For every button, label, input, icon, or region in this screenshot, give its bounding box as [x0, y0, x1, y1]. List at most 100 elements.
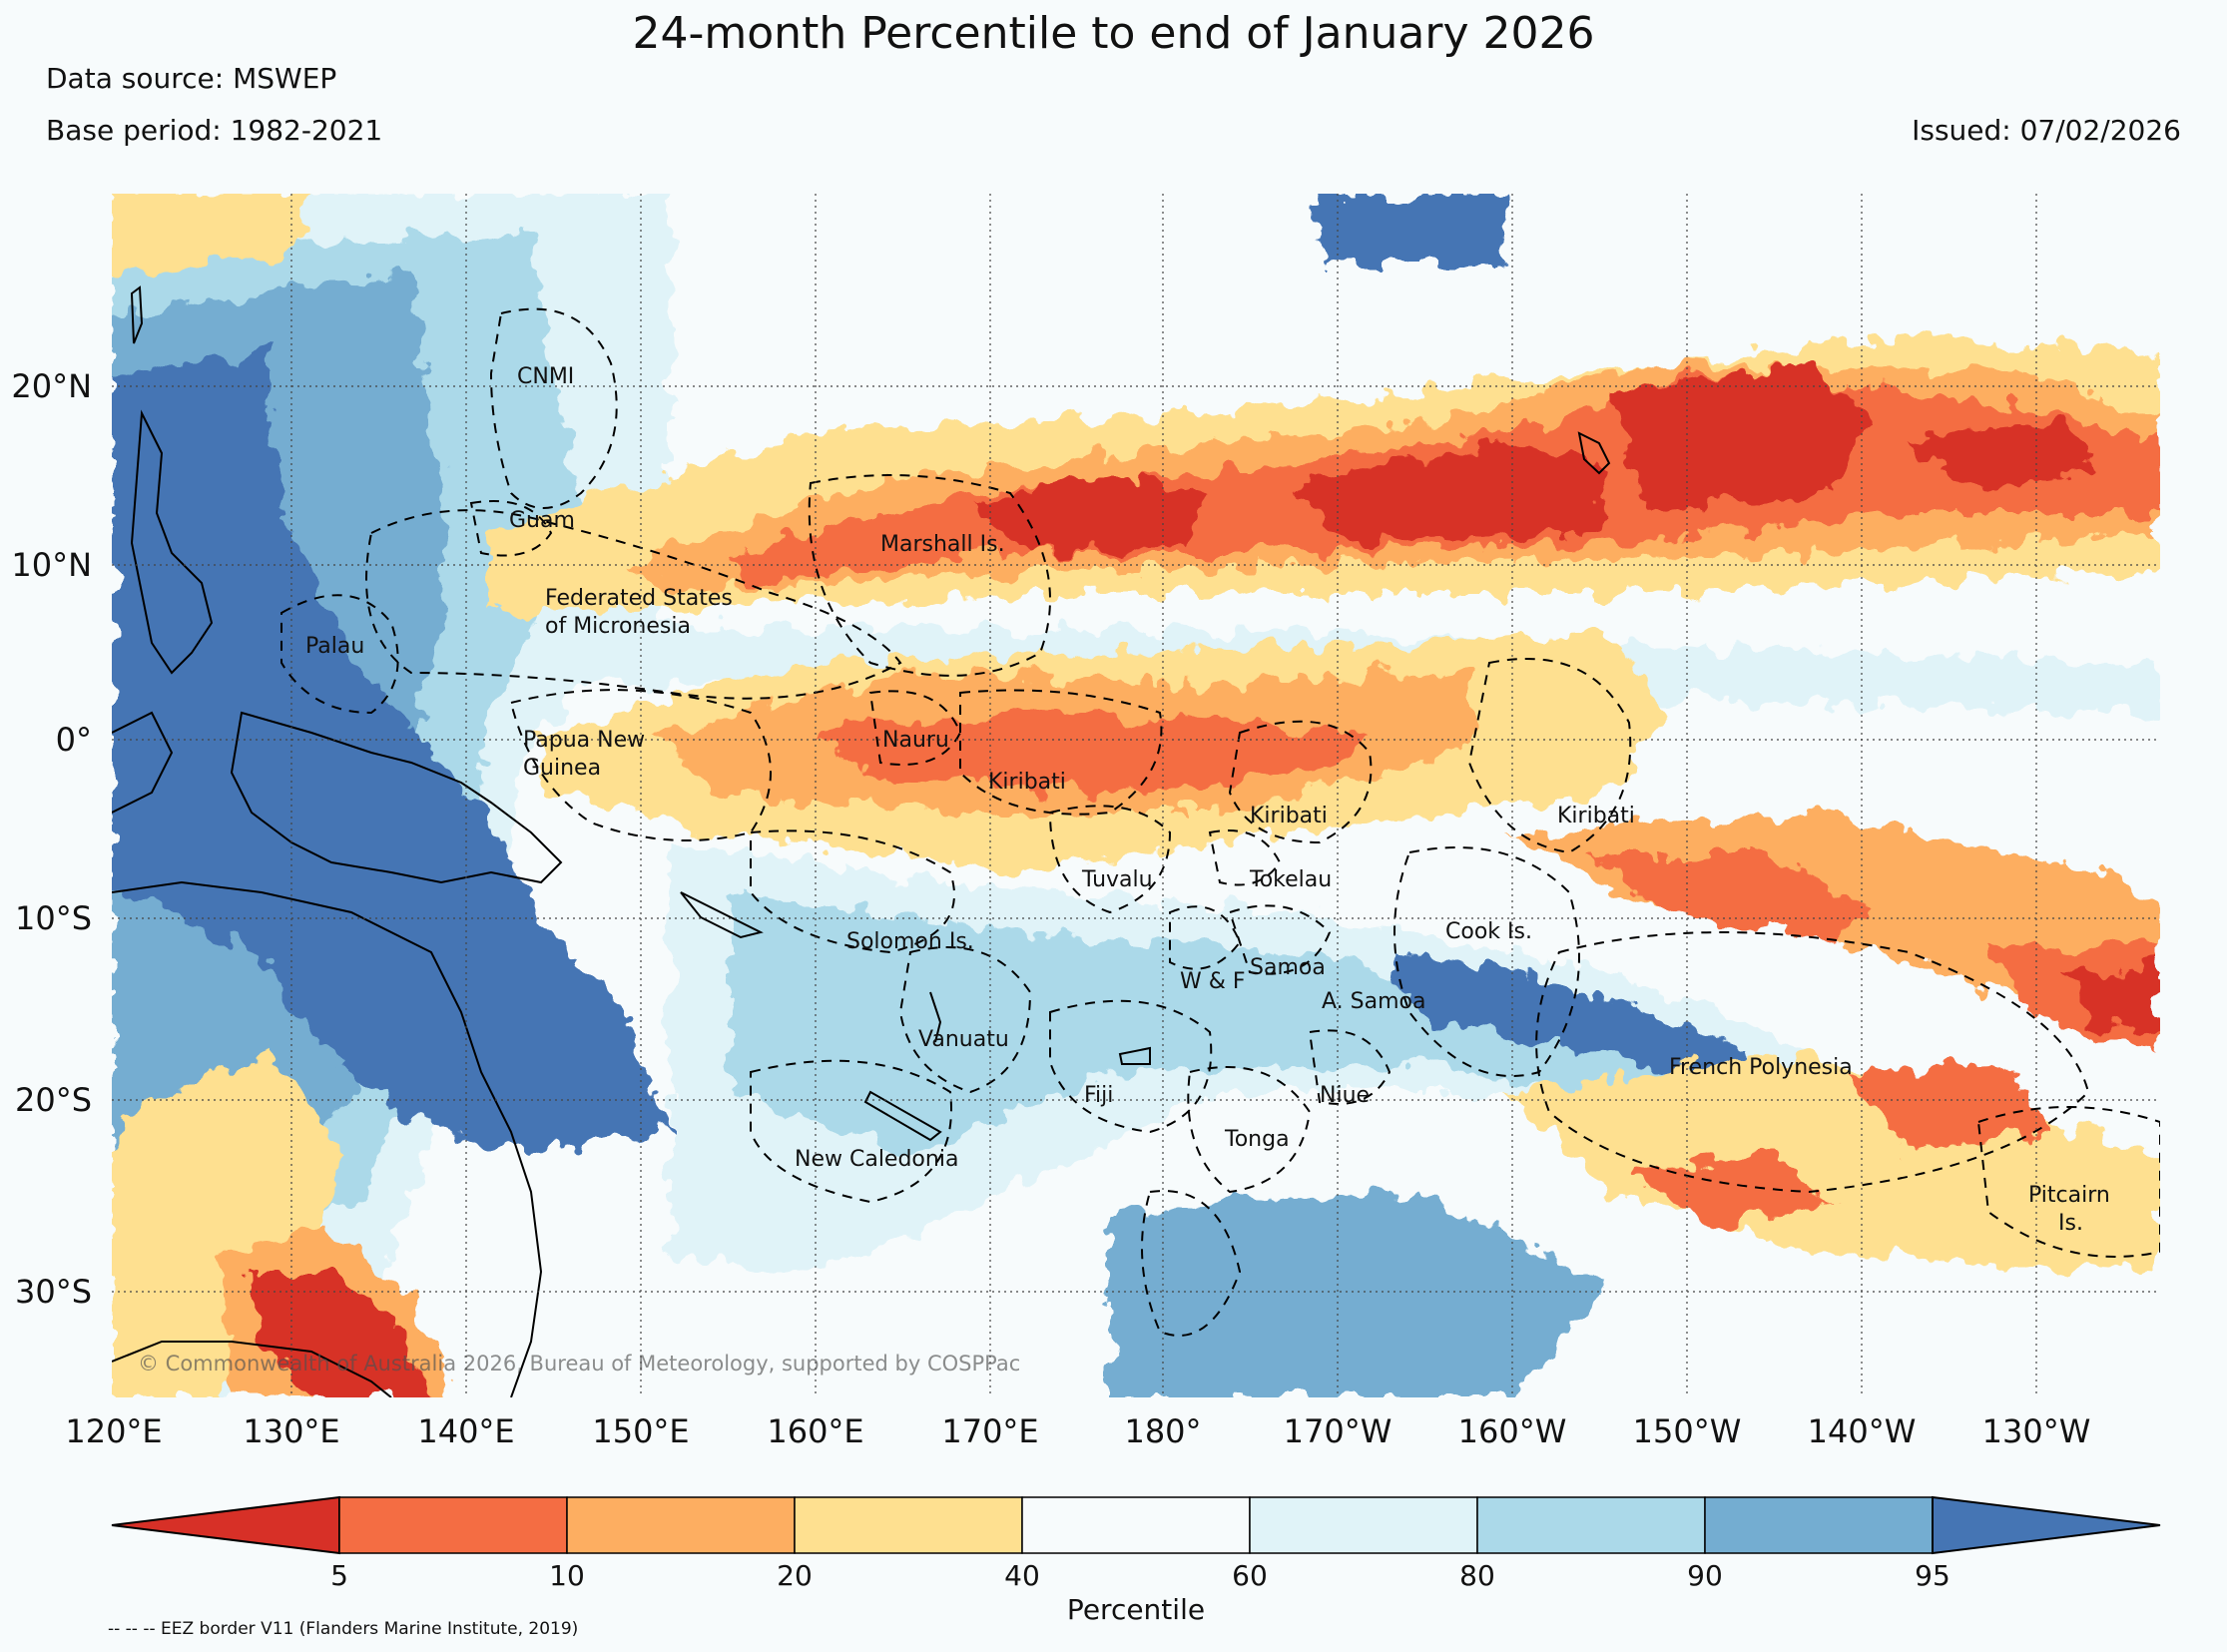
- label-vanuatu: Vanuatu: [918, 1027, 1009, 1052]
- colorbar-tick-80: 80: [1459, 1559, 1495, 1592]
- colorbar-segment-90-95: [1704, 1496, 1934, 1554]
- colorbar-segment-60-80: [1249, 1496, 1478, 1554]
- colorbar-tick-10: 10: [549, 1559, 585, 1592]
- colorbar-title: Percentile: [1066, 1593, 1206, 1626]
- eez-marshall: [808, 474, 1051, 677]
- percentile-map: CNMI Guam Marshall Is. Federated States …: [111, 194, 2161, 1398]
- base-period: Base period: 1982-2021: [46, 114, 383, 147]
- eez-cnmi: [489, 307, 618, 509]
- field-extreme-wet-west: [112, 353, 671, 1152]
- field-dry-northwest: [112, 194, 311, 274]
- label-fsm-line1: Federated States: [545, 586, 733, 611]
- label-american-samoa: A. Samoa: [1322, 989, 1426, 1014]
- label-niue: Niue: [1320, 1083, 1371, 1108]
- label-png-line1: Papua New: [523, 728, 646, 753]
- lon-tick-180: 180°: [1124, 1412, 1202, 1450]
- lon-tick-170e: 170°E: [941, 1412, 1039, 1450]
- field-wet-southwest: [1110, 1192, 1609, 1397]
- colorbar-segment-20-40: [794, 1496, 1023, 1554]
- coast-hawaii: [1577, 431, 1611, 475]
- lat-tick-0: 0°: [55, 721, 92, 759]
- coast-new-guinea: [230, 711, 563, 884]
- lat-tick-20s: 20°S: [14, 1081, 92, 1119]
- lon-tick-140e: 140°E: [417, 1412, 515, 1450]
- field-dry-south-east-core: [1629, 1062, 2048, 1232]
- label-png-line2: Guinea: [523, 756, 602, 781]
- field-very-dry-east: [1589, 852, 2160, 1052]
- label-kiribati-east: Kiribati: [1557, 804, 1635, 828]
- colorbar-segment-below-5: [111, 1495, 340, 1555]
- label-guam: Guam: [509, 508, 575, 533]
- label-marshall-islands: Marshall Is.: [880, 532, 1005, 557]
- label-tuvalu: Tuvalu: [1082, 867, 1153, 892]
- eez-niue: [1308, 1029, 1392, 1105]
- colorbar-tick-20: 20: [777, 1559, 813, 1592]
- colorbar-tick-5: 5: [330, 1559, 348, 1592]
- label-cnmi: CNMI: [517, 364, 575, 389]
- eez-vanuatu: [898, 946, 1032, 1094]
- eez-nauru: [868, 690, 962, 766]
- colorbar-segment-80-90: [1476, 1496, 1706, 1554]
- eez-fsm: [365, 509, 902, 700]
- label-kiribati-central: Kiribati: [1250, 804, 1328, 828]
- label-samoa: Samoa: [1250, 955, 1326, 980]
- colorbar-tick-90: 90: [1687, 1559, 1723, 1592]
- coast-vanuatu: [929, 991, 942, 1043]
- label-new-caledonia: New Caledonia: [795, 1147, 959, 1172]
- coast-fiji: [1118, 1046, 1151, 1065]
- label-cook-islands: Cook Is.: [1445, 919, 1532, 944]
- label-tokelau: Tokelau: [1250, 867, 1333, 892]
- coast-solomon: [680, 891, 764, 939]
- colorbar-tick-95: 95: [1915, 1559, 1950, 1592]
- percentile-fields: [112, 194, 2160, 1397]
- field-extreme-wet-spcz: [1390, 952, 1749, 1092]
- eez-french-polynesia: [1535, 931, 2090, 1194]
- field-extreme-dry-east: [2068, 962, 2160, 1032]
- lon-tick-120e: 120°E: [65, 1412, 163, 1450]
- colorbar-segment-5-10: [338, 1496, 568, 1554]
- eez-kiribati-c: [1228, 720, 1373, 844]
- colorbar-segment-40-60: [1021, 1496, 1251, 1554]
- eez-samoa: [1228, 904, 1332, 975]
- lon-tick-160e: 160°E: [767, 1412, 864, 1450]
- lon-tick-130e: 130°E: [243, 1412, 340, 1450]
- label-wallis-futuna: W & F: [1180, 969, 1246, 994]
- field-very-dry-equatorial: [811, 713, 1370, 793]
- colorbar-tick-40: 40: [1004, 1559, 1040, 1592]
- eez-kiribati-w: [959, 689, 1163, 816]
- lat-tick-10s: 10°S: [14, 899, 92, 937]
- lon-tick-170w: 170°W: [1283, 1412, 1392, 1450]
- copyright-notice: © Commonwealth of Australia 2026, Bureau…: [138, 1352, 1021, 1376]
- label-pitcairn-line2: Is.: [2058, 1211, 2083, 1236]
- colorbar-segment-10-20: [566, 1496, 796, 1554]
- coast-borneo: [111, 711, 174, 814]
- label-solomon-islands: Solomon Is.: [846, 929, 974, 954]
- eez-nz-kermadec: [1141, 1190, 1242, 1337]
- chart-title: 24-month Percentile to end of January 20…: [632, 8, 1595, 59]
- eez-footnote: -- -- -- EEZ border V11 (Flanders Marine…: [108, 1619, 579, 1639]
- label-french-polynesia: French Polynesia: [1669, 1055, 1853, 1080]
- lat-tick-30s: 30°S: [14, 1273, 92, 1311]
- eez-solomon: [750, 829, 955, 954]
- field-extreme-wet-north: [1310, 194, 1509, 264]
- eez-tuvalu: [1048, 805, 1172, 914]
- label-fsm-line2: of Micronesia: [545, 614, 691, 639]
- colorbar-tick-60: 60: [1232, 1559, 1268, 1592]
- label-nauru: Nauru: [882, 728, 949, 753]
- eez-cook: [1393, 846, 1580, 1077]
- field-dry-south-east: [1509, 1052, 2160, 1272]
- label-tonga: Tonga: [1225, 1127, 1290, 1152]
- lon-tick-140w: 140°W: [1807, 1412, 1917, 1450]
- label-kiribati-west: Kiribati: [988, 770, 1066, 795]
- coast-philippines: [130, 409, 214, 675]
- coast-new-caledonia: [863, 1090, 942, 1142]
- issued-date: Issued: 07/02/2026: [1912, 114, 2181, 147]
- eez-new-caledonia: [750, 1059, 952, 1204]
- map-canvas: [111, 194, 2161, 1398]
- label-palau: Palau: [305, 634, 365, 659]
- eez-tokelau: [1208, 829, 1282, 886]
- lat-tick-10n: 10°N: [11, 546, 92, 584]
- field-wet-spcz-core: [731, 892, 1729, 1152]
- lon-tick-150e: 150°E: [592, 1412, 690, 1450]
- field-extreme-dry-australia: [252, 1272, 431, 1397]
